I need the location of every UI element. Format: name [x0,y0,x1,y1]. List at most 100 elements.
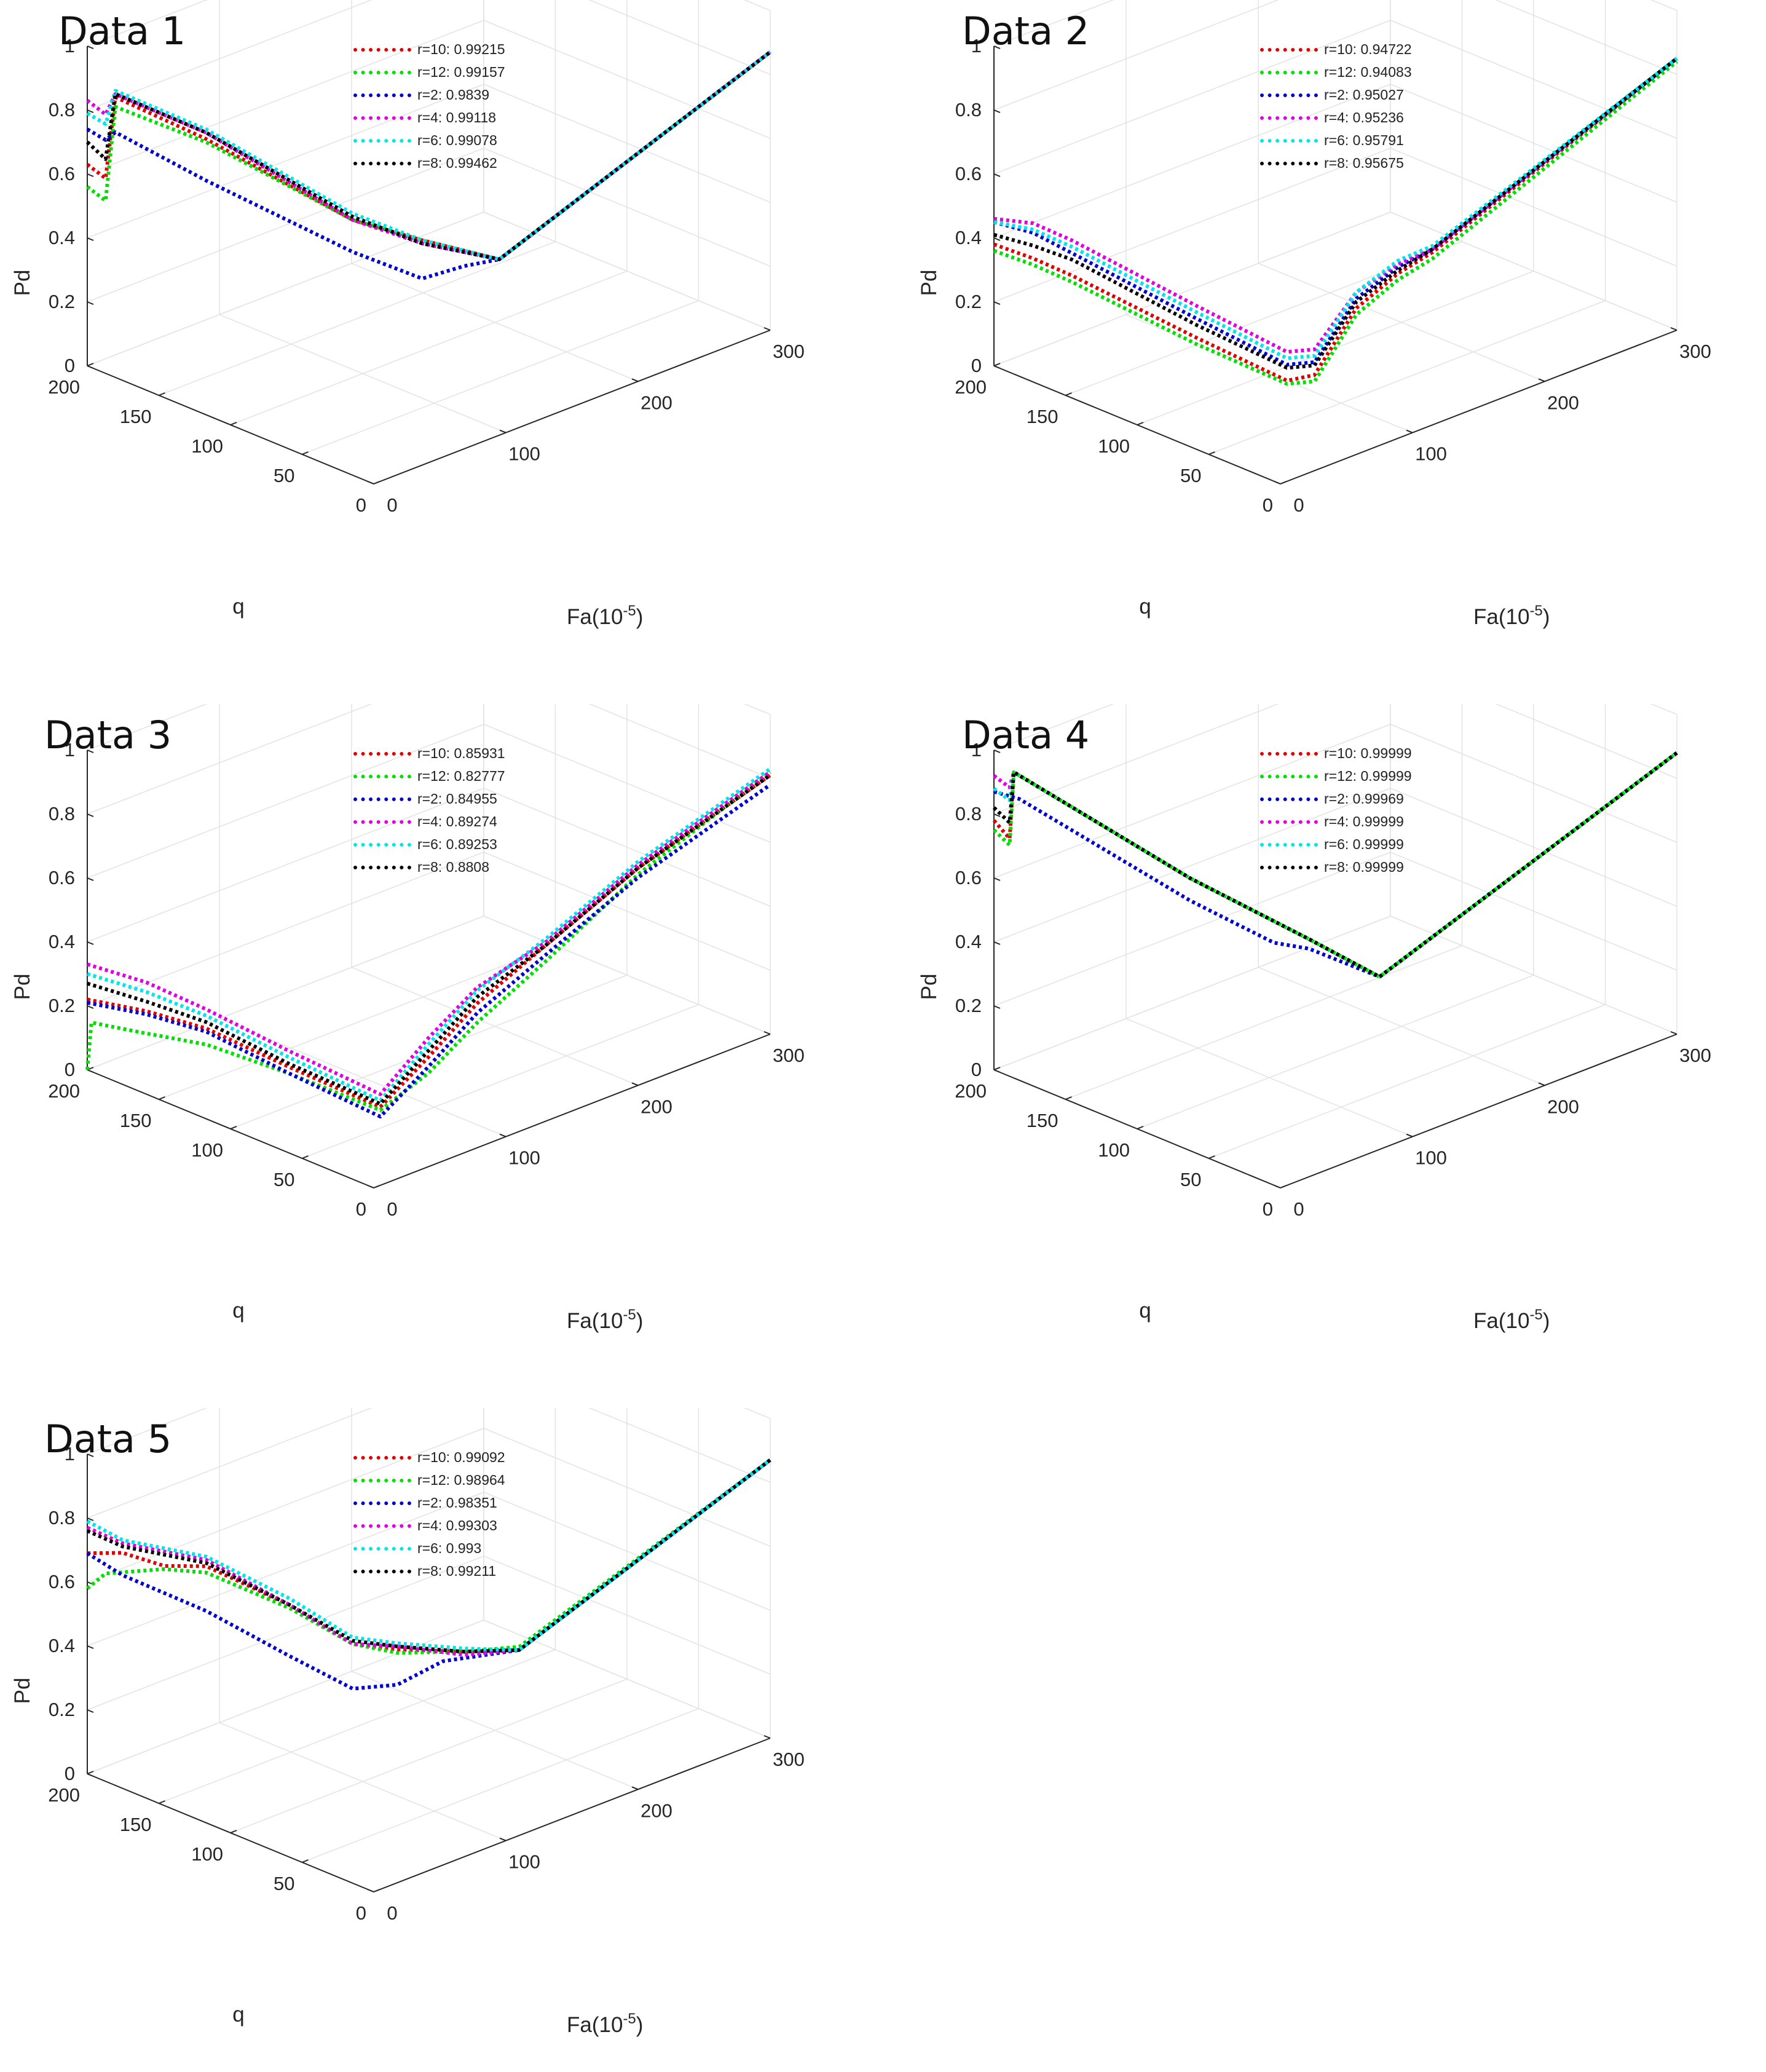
legend-label: r=2: 0.95027 [1324,87,1404,103]
pd-tick-label: 0.8 [955,99,982,121]
legend-label: r=8: 0.8808 [417,859,490,875]
series-line-r6 [86,50,771,261]
pd-tick-label: 0.6 [49,163,75,184]
fa-tick [763,327,771,331]
grid-line [87,1556,484,1710]
legend-swatch [353,1524,411,1528]
series-line-r2 [993,57,1678,367]
fa-tick-label: 0 [1293,494,1304,516]
pd-tick [993,173,1001,177]
series-group [992,751,1678,979]
pd-tick-label: 0.4 [955,931,982,952]
grid-line [1495,704,1677,779]
fa-tick-label: 100 [508,1147,540,1169]
pd-tick-label: 0.2 [49,1699,75,1720]
grid-line [1208,1004,1606,1159]
q-tick [1137,1126,1144,1129]
grid-line [1125,1018,1413,1137]
grid-line [483,724,771,843]
pd-tick [993,1069,1001,1073]
pd-tick [87,109,94,113]
q-tick [159,1800,165,1804]
fa-axis-label: Fa(10-5) [567,1307,643,1333]
pd-tick [993,365,1001,369]
legend-swatch [353,138,411,143]
legend-label: r=4: 0.95236 [1324,109,1404,125]
q-tick [1280,481,1287,484]
grid-line [993,84,1391,239]
grid-line [993,212,1391,366]
q-axis-label: q [232,2003,244,2027]
legend-swatch [1260,161,1318,165]
fa-axis [1280,330,1677,484]
legend-swatch [1260,116,1318,120]
legend-swatch [353,116,411,120]
legend: r=10: 0.99999 r=12: 0.99999 r=2: 0.99969 r=… [1260,742,1412,879]
legend-swatch [1260,70,1318,74]
grid-line [219,1018,507,1137]
pd-tick [87,877,94,881]
q-tick [1280,1185,1287,1188]
q-tick-label: 200 [955,376,987,398]
legend-item: r=10: 0.99092 [353,1446,505,1469]
grid-line [87,212,484,366]
grid-line [993,724,1391,879]
grid-line [87,0,208,47]
grid-line [483,915,771,1035]
legend-swatch [1260,865,1318,869]
legend-label: r=10: 0.85931 [417,745,505,761]
fa-tick [499,1133,507,1137]
legend: r=10: 0.99215 r=12: 0.99157 r=2: 0.9839 r=4… [353,38,505,175]
q-tick [1208,1155,1215,1159]
grid-line [1390,212,1677,331]
legend-item: r=8: 0.99211 [353,1560,505,1583]
pd-tick-label: 0 [971,355,982,376]
q-tick [230,1830,237,1833]
fa-tick-label: 100 [1415,443,1447,465]
legend-item: r=6: 0.95791 [1260,129,1412,152]
pd-tick [87,45,94,49]
legend-label: r=12: 0.82777 [417,768,505,784]
legend-label: r=12: 0.99999 [1324,768,1412,784]
grid-line [483,852,771,971]
grid-line [230,1679,628,1833]
legend-item: r=12: 0.94083 [1260,61,1412,84]
grid-line [1258,967,1545,1086]
chart-title: Data 4 [962,713,1090,757]
pd-tick-label: 0.6 [955,867,982,888]
chart-title: Data 1 [58,9,186,53]
fa-tick [1670,327,1677,331]
pd-tick-label: 0.2 [955,995,982,1016]
pd-axis-label: Pd [917,974,941,1000]
grid-line [993,915,1391,1070]
legend-swatch [1260,751,1318,756]
fa-tick-label: 0 [387,494,397,516]
chart-title: Data 5 [44,1417,172,1461]
grid-line [87,1492,484,1647]
axes [87,1453,771,1892]
grid-line [351,1671,639,1790]
pd-axis-label: Pd [10,1678,34,1704]
axes [87,45,771,484]
legend-swatch [353,1546,411,1551]
legend: r=10: 0.85931 r=12: 0.82777 r=2: 0.84955 r=… [353,742,505,879]
legend-swatch [353,47,411,52]
fa-tick [631,1082,639,1086]
grid-line [1258,263,1545,382]
legend-label: r=10: 0.99215 [417,41,505,57]
grid-line [87,852,484,1006]
legend-label: r=8: 0.99211 [417,1563,497,1579]
pd-tick [993,1005,1001,1009]
legend-item: r=4: 0.99303 [353,1514,505,1537]
fa-tick [1538,378,1545,382]
legend-swatch [353,820,411,824]
q-tick [1065,392,1072,396]
pd-tick-label: 0.8 [49,1507,75,1528]
legend-item: r=8: 0.95675 [1260,152,1412,175]
q-tick [302,1155,309,1159]
grid-line [993,788,1391,943]
pd-tick [993,813,1001,817]
